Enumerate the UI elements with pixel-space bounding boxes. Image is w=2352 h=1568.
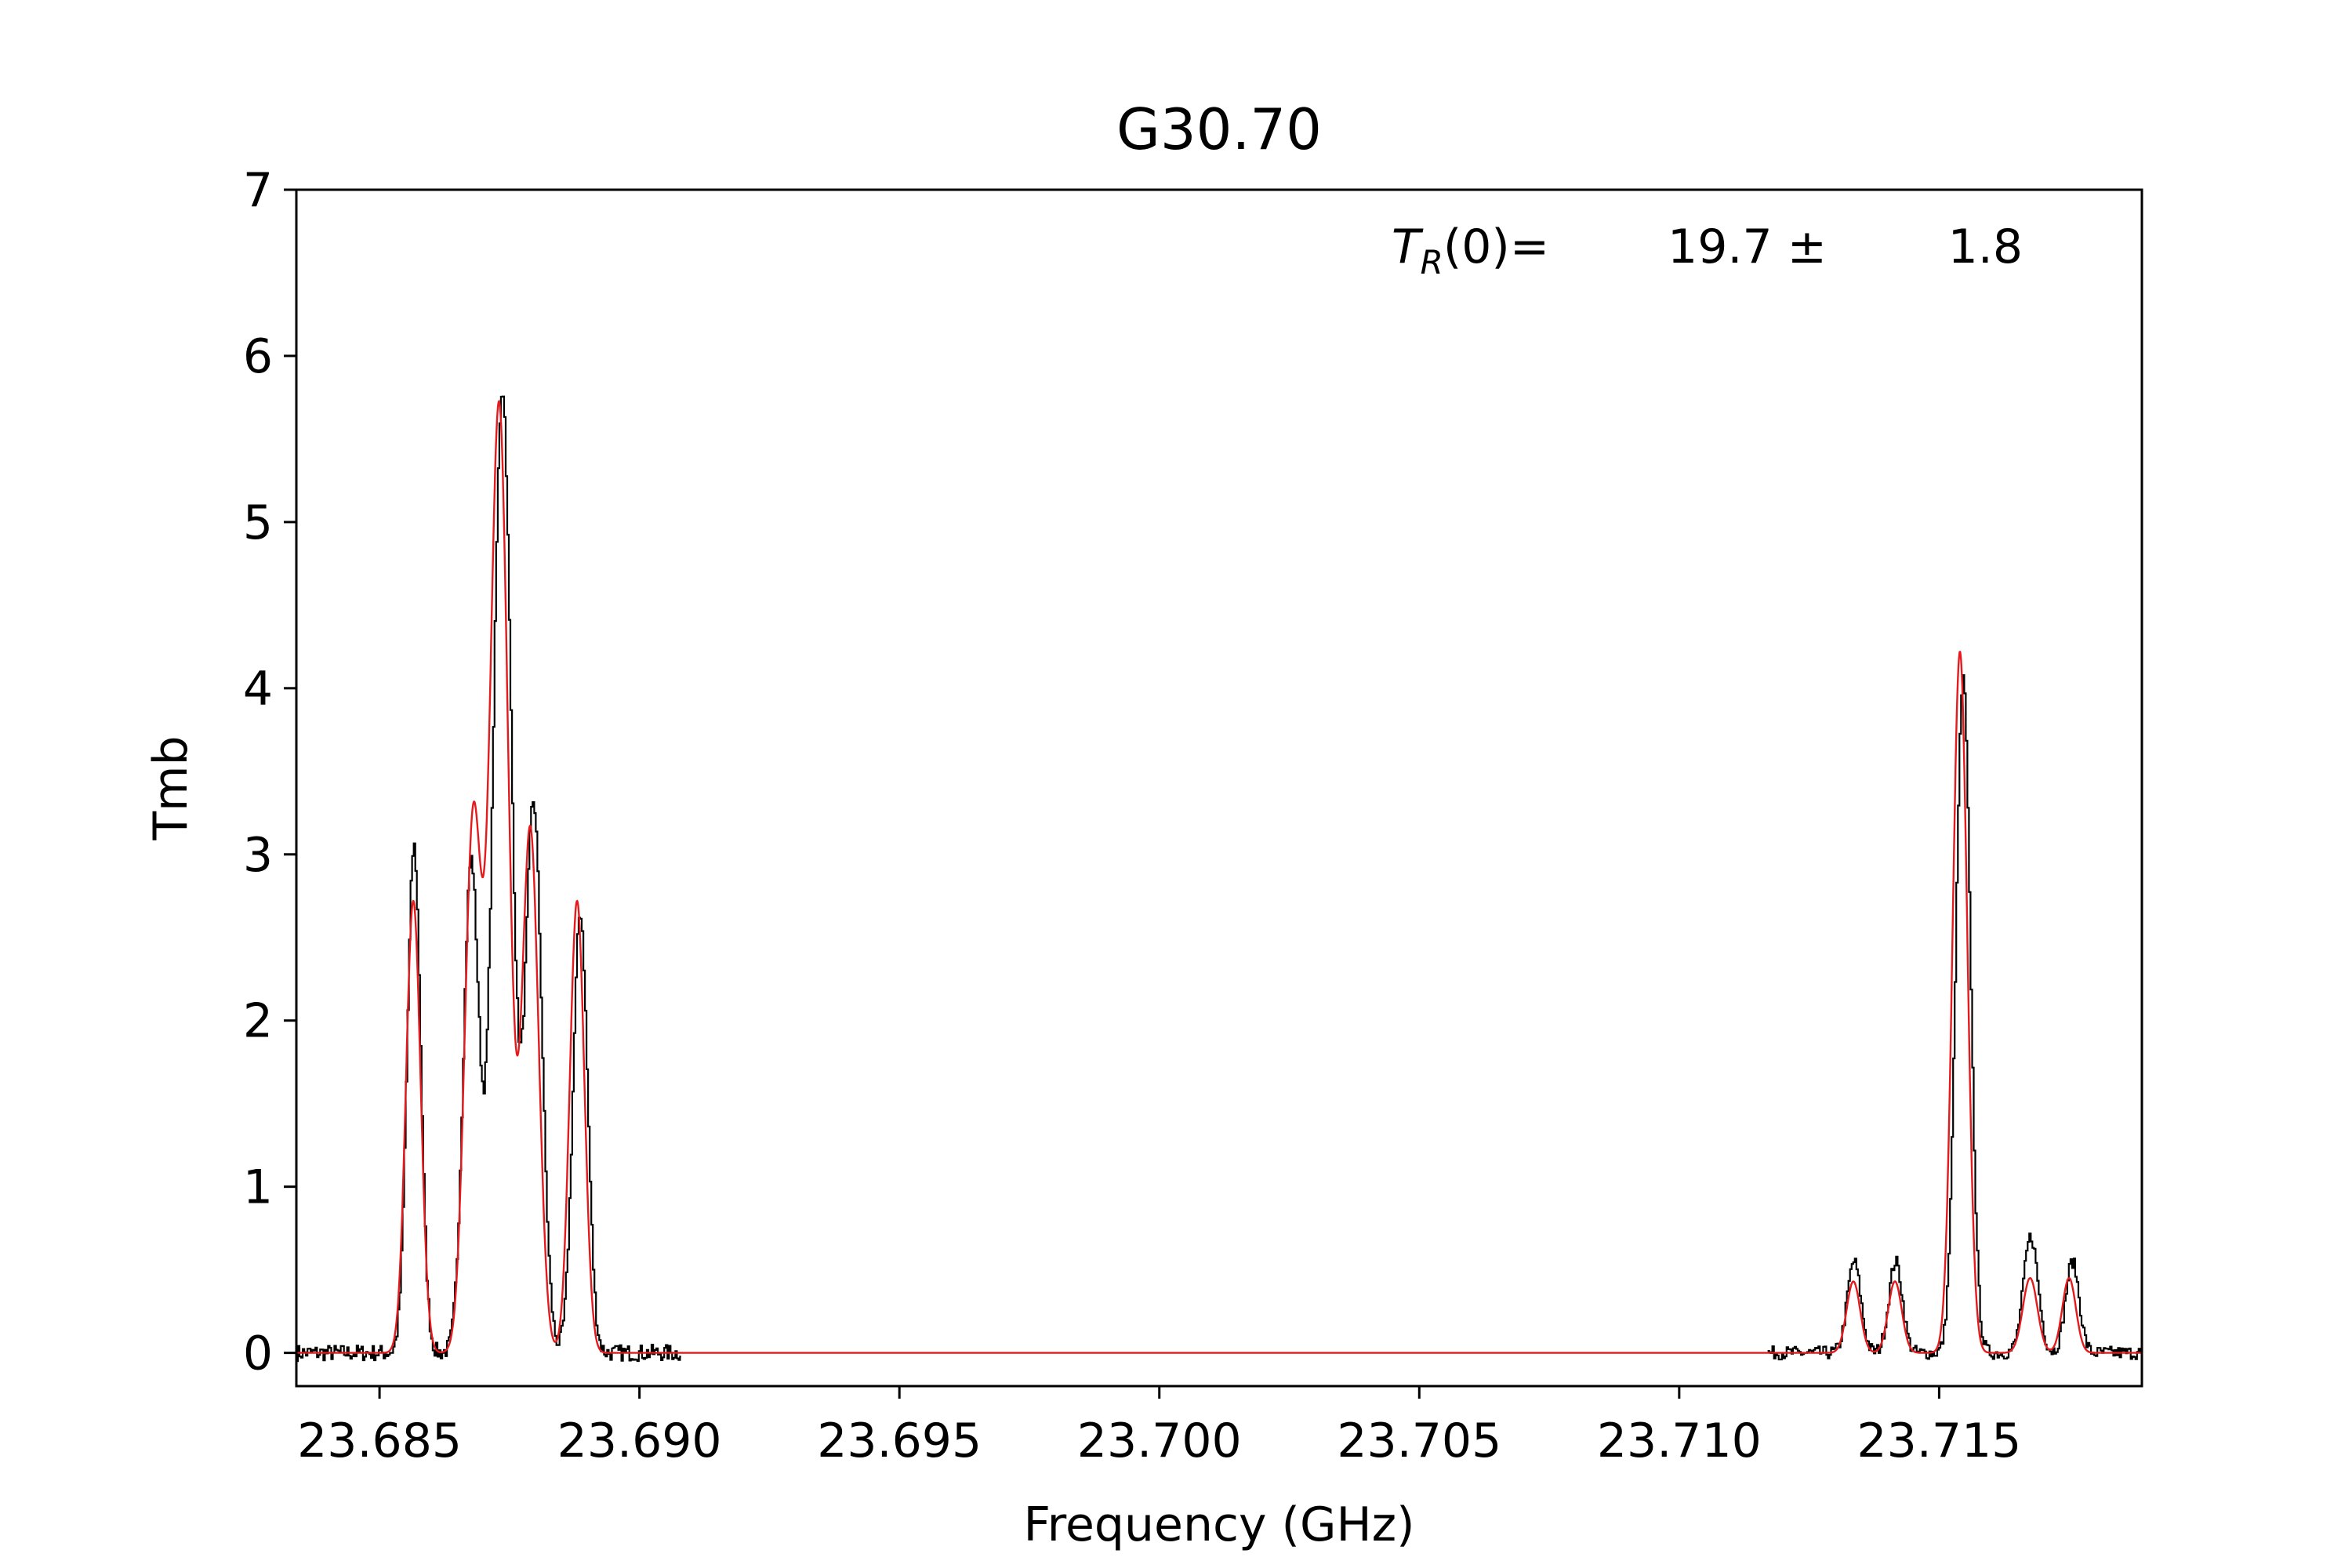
y-tick-label: 6	[243, 329, 273, 384]
y-tick-label: 3	[243, 828, 273, 883]
chart-title: G30.70	[1116, 96, 1322, 162]
x-tick-label: 23.685	[297, 1414, 462, 1468]
y-axis-label: Tmb	[143, 735, 198, 840]
observed-segment-1	[296, 395, 681, 1363]
tr0-symbol: T	[1392, 220, 1424, 274]
y-tick-label: 2	[243, 994, 273, 1049]
tr0-error: 1.8	[1948, 220, 2023, 274]
svg-text:TR(0)=: TR(0)=	[1392, 220, 1549, 281]
x-axis-ticks: 23.685 23.690 23.695 23.700 23.705 23.710 23.7…	[297, 1386, 2021, 1468]
tr0-subscript: R	[1421, 243, 1443, 281]
y-tick-label: 1	[243, 1160, 273, 1215]
x-axis-label: Frequency (GHz)	[1024, 1497, 1415, 1552]
tr0-suffix: (0)=	[1443, 220, 1549, 274]
x-tick-label: 23.690	[557, 1414, 722, 1468]
observed-segment-2	[1767, 674, 2143, 1361]
x-tick-label: 23.700	[1077, 1414, 1242, 1468]
y-tick-label: 4	[243, 662, 273, 717]
y-tick-label: 0	[243, 1327, 273, 1381]
tr0-annotation: TR(0)= 19.7 ± 1.8	[1392, 220, 2023, 281]
y-tick-label: 5	[243, 495, 273, 550]
x-tick-label: 23.695	[817, 1414, 982, 1468]
x-tick-label: 23.705	[1337, 1414, 1501, 1468]
x-tick-label: 23.710	[1597, 1414, 1762, 1468]
tr0-value: 19.7 ±	[1668, 220, 1827, 274]
y-axis-ticks: 0 1 2 3 4 5 6 7	[243, 163, 296, 1381]
plot-area	[296, 395, 2143, 1363]
fit-curve	[296, 399, 2142, 1354]
axes-frame	[295, 188, 2143, 1388]
fit-curve-layer	[296, 399, 2142, 1354]
observed-spectrum-layer	[296, 395, 2143, 1363]
x-tick-label: 23.715	[1857, 1414, 2021, 1468]
y-tick-label: 7	[243, 163, 273, 218]
